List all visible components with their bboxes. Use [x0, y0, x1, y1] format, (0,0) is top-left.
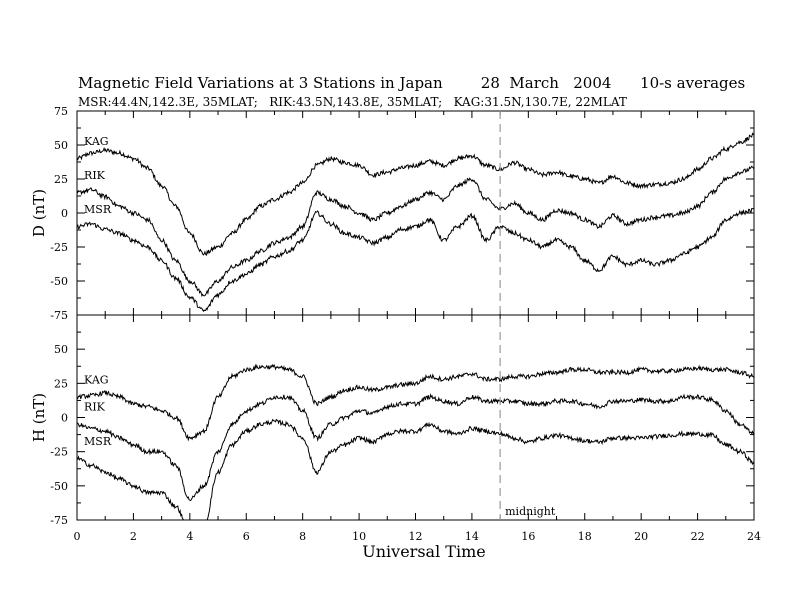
- y-tick-label: 0: [61, 207, 68, 220]
- series-line-msr: [76, 418, 755, 521]
- x-tick-label: 2: [130, 530, 137, 543]
- x-tick-label: 0: [74, 530, 81, 543]
- panel-frame: [76, 314, 755, 521]
- y-tick-label: -50: [50, 275, 68, 288]
- midnight-annotation: midnight: [505, 505, 556, 518]
- x-tick-label: 14: [465, 530, 479, 543]
- panel-frame: [76, 110, 755, 316]
- chart-subtitle: MSR:44.4N,142.3E, 35MLAT; RIK:43.5N,143.…: [78, 95, 627, 109]
- y-tick-label: -25: [50, 446, 68, 459]
- series-line-kag: [76, 363, 755, 442]
- x-tick-label: 16: [521, 530, 535, 543]
- y-tick-label: 75: [54, 105, 68, 118]
- x-tick-label: 18: [578, 530, 592, 543]
- series-line-rik: [76, 393, 755, 502]
- series-line-rik: [76, 165, 755, 298]
- series-label-rik: RIK: [84, 401, 106, 414]
- y-tick-label: 50: [54, 139, 68, 152]
- x-axis-label: Universal Time: [362, 542, 485, 561]
- x-tick-label: 4: [186, 530, 193, 543]
- x-tick-label: 12: [409, 530, 423, 543]
- y-tick-label: 25: [54, 377, 68, 390]
- y-tick-label: -75: [50, 309, 68, 322]
- series-label-kag: KAG: [84, 373, 109, 386]
- series-label-kag: KAG: [84, 135, 109, 148]
- x-tick-label: 20: [634, 530, 648, 543]
- horizontal-panel: 50 25 0 -25 -50 -75 H (nT) KAG RIK MSR: [30, 314, 755, 527]
- chart-title: Magnetic Field Variations at 3 Stations …: [78, 74, 745, 92]
- series-label-msr: MSR: [84, 435, 112, 448]
- y-tick-label: -25: [50, 241, 68, 254]
- y-tick-label: 0: [61, 412, 68, 425]
- x-tick-label: 8: [299, 530, 306, 543]
- x-tick-label: 24: [747, 530, 761, 543]
- y-axis-label: H (nT): [30, 393, 48, 442]
- series-line-kag: [76, 132, 755, 257]
- y-axis-label: D (nT): [30, 189, 48, 237]
- series-line-msr: [76, 207, 755, 313]
- x-tick-label: 22: [691, 530, 705, 543]
- y-tick-label: 50: [54, 343, 68, 356]
- declination-panel: 75 50 25 0 -25 -50 -75 D (nT) KAG RIK MSR: [30, 105, 755, 322]
- x-tick-label: 6: [243, 530, 250, 543]
- x-tick-label: 10: [352, 530, 366, 543]
- series-label-rik: RIK: [84, 169, 106, 182]
- y-tick-label: -75: [50, 514, 68, 527]
- series-label-msr: MSR: [84, 203, 112, 216]
- y-tick-label: -50: [50, 480, 68, 493]
- x-axis: 0 2 4 6 8 10 12 14 16 18 20 22 24: [74, 530, 762, 543]
- y-tick-label: 25: [54, 173, 68, 186]
